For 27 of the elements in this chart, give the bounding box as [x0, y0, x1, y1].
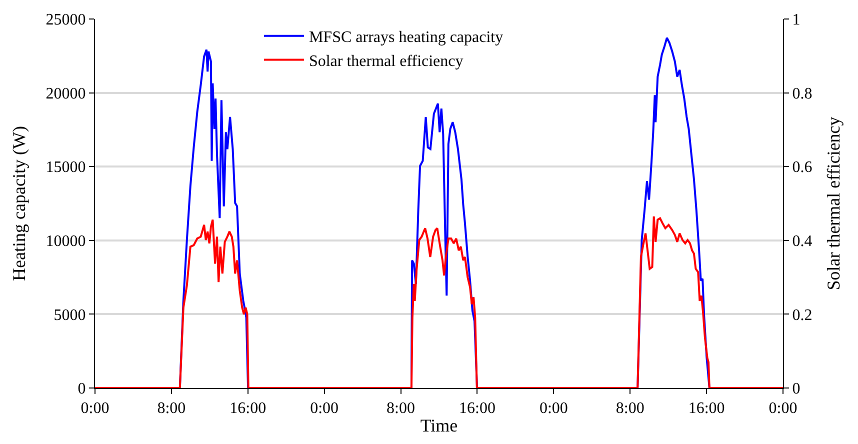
x-tick-label: 0:00	[310, 400, 339, 418]
y2-tick-label: 0.6	[792, 159, 812, 176]
y-tick-label: 5000	[54, 306, 86, 324]
y-tick-label: 15000	[46, 159, 86, 176]
y-tick-label: 25000	[46, 12, 86, 29]
y2-tick-label: 0.4	[792, 233, 812, 250]
y-tick-label: 20000	[46, 85, 86, 102]
y-tick-label: 0	[78, 380, 86, 398]
x-tick-label: 8:00	[616, 400, 644, 418]
legend-label: Solar thermal efficiency	[308, 52, 464, 70]
y2-tick-label: 0.2	[792, 306, 812, 324]
y2-tick-label: 0.8	[792, 85, 812, 102]
x-tick-label: 16:00	[230, 400, 266, 418]
x-tick-label: 16:00	[458, 400, 496, 418]
legend-label: MFSC arrays heating capacity	[308, 29, 504, 46]
x-tick-label: 8:00	[386, 400, 416, 418]
x-tick-label: 0:00	[539, 400, 568, 418]
y-axis-title: Heating capacity (W)	[9, 126, 29, 281]
x-axis-title: Time	[420, 415, 458, 436]
y2-tick-label: 1	[792, 12, 800, 29]
x-tick-label: 0:00	[80, 400, 110, 418]
y2-tick-label: 0	[792, 380, 800, 398]
y-tick-label: 10000	[46, 233, 86, 250]
x-tick-label: 16:00	[688, 400, 725, 418]
x-tick-label: 0:00	[768, 400, 798, 418]
x-tick-label: 8:00	[157, 400, 186, 418]
y2-axis-title: Solar thermal efficiency	[823, 116, 844, 290]
